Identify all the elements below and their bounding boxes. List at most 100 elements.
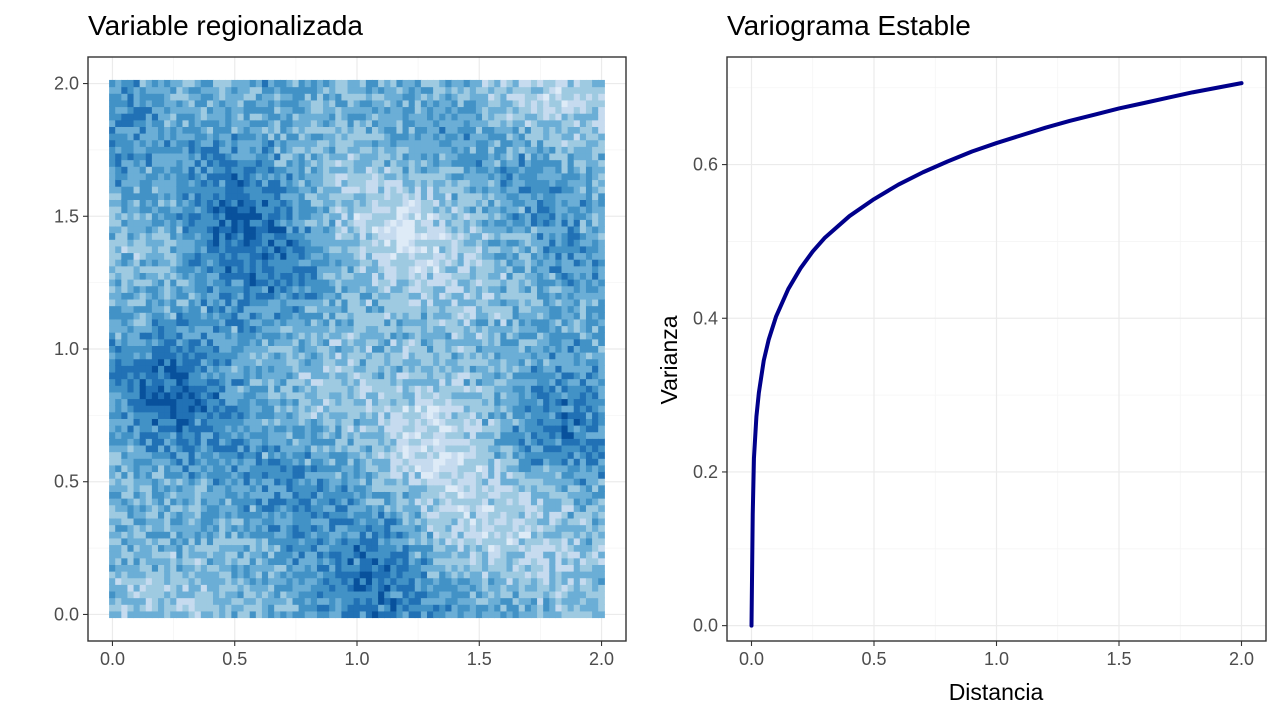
field-cell	[176, 498, 184, 506]
field-cell	[463, 139, 471, 147]
field-cell	[139, 478, 147, 486]
field-cell	[433, 206, 440, 214]
field-cell	[274, 298, 281, 307]
field-cell	[115, 86, 122, 94]
field-cell	[469, 126, 477, 134]
field-cell	[127, 106, 135, 114]
field-cell	[335, 411, 343, 419]
field-cell	[121, 484, 129, 492]
field-cell	[164, 305, 171, 313]
field-cell	[225, 285, 232, 293]
field-cell	[359, 99, 367, 108]
field-cell	[194, 113, 202, 121]
field-cell	[261, 292, 269, 300]
field-cell	[445, 338, 453, 346]
field-cell	[420, 265, 428, 273]
field-cell	[231, 199, 239, 207]
field-cell	[359, 584, 367, 592]
field-cell	[396, 113, 404, 121]
field-cell	[249, 86, 257, 94]
field-cell	[475, 464, 483, 473]
field-cell	[365, 86, 373, 94]
field-cell	[304, 298, 312, 307]
field-cell	[439, 139, 446, 147]
field-cell	[219, 451, 226, 459]
field-cell	[298, 146, 306, 154]
field-cell	[384, 179, 391, 187]
field-cell	[261, 219, 269, 227]
field-cell	[304, 484, 312, 492]
field-cell	[353, 425, 361, 433]
field-cell	[139, 298, 147, 307]
field-cell	[249, 471, 257, 479]
field-cell	[158, 365, 165, 373]
field-cell	[420, 411, 428, 419]
field-cell	[127, 597, 135, 605]
field-cell	[427, 511, 434, 519]
field-cell	[414, 259, 422, 267]
field-cell	[341, 186, 349, 194]
field-cell	[164, 252, 171, 260]
field-cell	[274, 358, 281, 366]
field-cell	[347, 391, 355, 400]
field-cell	[292, 312, 300, 320]
field-cell	[176, 232, 184, 240]
field-cell	[176, 152, 184, 161]
field-cell	[414, 305, 422, 313]
field-cell	[396, 93, 404, 101]
field-cell	[323, 597, 330, 605]
field-cell	[286, 431, 294, 439]
field-cell	[335, 292, 343, 300]
field-cell	[274, 478, 281, 486]
field-cell	[304, 219, 312, 227]
field-cell	[335, 219, 343, 227]
field-cell	[353, 444, 361, 453]
field-cell	[176, 451, 184, 459]
field-cell	[414, 219, 422, 227]
field-cell	[304, 418, 312, 426]
field-cell	[261, 577, 269, 585]
field-cell	[176, 239, 184, 247]
field-cell	[231, 126, 239, 134]
field-cell	[310, 338, 318, 346]
field-cell	[310, 179, 318, 187]
field-cell	[445, 584, 453, 592]
field-cell	[298, 166, 306, 174]
field-cell	[482, 411, 489, 419]
field-cell	[335, 511, 343, 519]
field-cell	[408, 232, 416, 240]
field-cell	[206, 252, 214, 260]
field-cell	[396, 478, 404, 486]
field-cell	[353, 166, 361, 174]
field-cell	[133, 318, 141, 327]
field-cell	[390, 252, 398, 260]
field-cell	[200, 385, 208, 393]
field-cell	[115, 152, 122, 161]
field-cell	[304, 398, 312, 406]
field-cell	[151, 584, 159, 592]
field-cell	[115, 358, 122, 366]
field-cell	[280, 590, 287, 599]
field-cell	[176, 478, 184, 486]
field-cell	[164, 491, 171, 499]
field-cell	[261, 584, 269, 592]
field-cell	[243, 179, 251, 187]
field-cell	[145, 219, 153, 227]
field-cell	[200, 292, 208, 300]
field-cell	[115, 113, 122, 121]
field-cell	[384, 431, 391, 439]
field-cell	[158, 133, 165, 141]
field-cell	[323, 192, 330, 200]
field-cell	[182, 378, 190, 386]
field-cell	[475, 292, 483, 300]
field-cell	[463, 245, 471, 254]
field-cell	[231, 544, 239, 552]
field-cell	[445, 352, 453, 360]
field-cell	[280, 325, 287, 333]
field-cell	[274, 385, 281, 393]
field-cell	[402, 524, 410, 532]
field-cell	[176, 325, 184, 333]
field-cell	[280, 113, 287, 121]
field-cell	[176, 279, 184, 287]
field-cell	[292, 318, 300, 327]
